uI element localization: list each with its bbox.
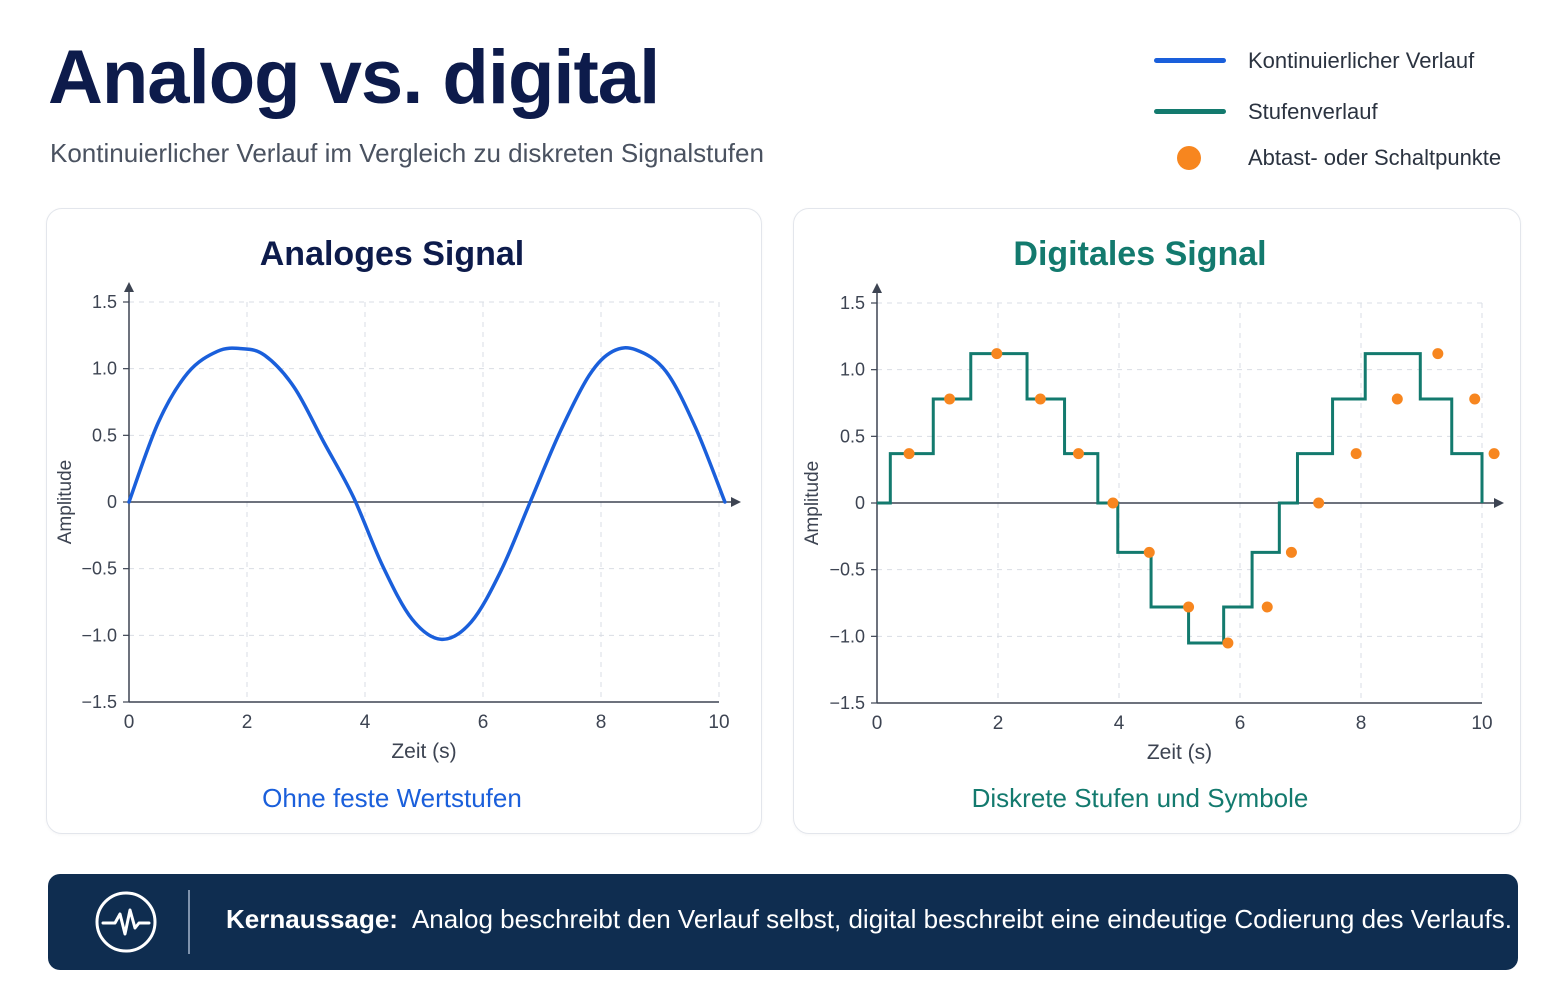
x-tick-label: 10	[1471, 713, 1492, 734]
y-tick-label: 0	[855, 493, 865, 513]
sample-point	[1469, 393, 1481, 405]
x-tick-label: 6	[1235, 713, 1246, 734]
y-tick-label: −1.0	[829, 626, 865, 646]
legend-label-continuous: Kontinuierlicher Verlauf	[1248, 48, 1475, 73]
x-axis-label: Zeit (s)	[391, 740, 456, 763]
sample-point	[1222, 637, 1234, 649]
legend-swatch-blue-line	[1154, 58, 1226, 63]
sample-point	[1261, 601, 1273, 613]
sample-point	[1391, 393, 1403, 405]
y-tick-label: 1.0	[840, 360, 865, 380]
digital-step-line	[877, 352, 1484, 645]
y-tick-label: −1.0	[81, 625, 117, 645]
y-axis-arrow	[124, 282, 134, 292]
y-tick-label: 0	[107, 492, 117, 512]
y-axis-label: Amplitude	[802, 461, 823, 546]
x-tick-label: 8	[596, 712, 607, 733]
y-tick-label: −0.5	[829, 560, 865, 580]
banner-text: Analog beschreibt den Verlauf selbst, di…	[411, 904, 1512, 934]
sample-point	[991, 348, 1003, 360]
y-axis-label: Amplitude	[55, 460, 76, 545]
x-tick-label: 10	[708, 712, 729, 733]
key-message-banner: Kernaussage: Analog beschreibt den Verlau…	[48, 874, 1518, 970]
analog-panel: Analoges Signal 1.5 1.0 0.5 0 −0.5 −1.0 −1.5 0 2 4…	[46, 208, 762, 834]
sample-point	[944, 393, 956, 405]
y-tick-label: −1.5	[81, 692, 117, 712]
legend-item-continuous: Kontinuierlicher Verlauf	[1150, 45, 1550, 75]
x-axis-label: Zeit (s)	[1147, 741, 1212, 764]
legend-item-points: Abtast- oder Schaltpunkte	[1150, 142, 1550, 172]
y-axis-arrow	[872, 283, 882, 293]
y-tick-label: −1.5	[829, 693, 865, 713]
x-tick-label: 6	[478, 712, 489, 733]
legend-label-points: Abtast- oder Schaltpunkte	[1248, 145, 1502, 170]
digital-chart: Digitales Signal 1.5 1.0 0.5 0 −0.5 −1.0 −1.5 0 2…	[802, 235, 1504, 813]
y-tick-label: 1.5	[92, 292, 117, 312]
chart-caption: Diskrete Stufen und Symbole	[972, 783, 1309, 813]
y-tick-label: −0.5	[81, 559, 117, 579]
analog-chart: Analoges Signal 1.5 1.0 0.5 0 −0.5 −1.0 −1.5 0 2 4…	[55, 235, 741, 813]
y-tick-label: 0.5	[92, 425, 117, 445]
sample-point	[1313, 497, 1325, 509]
zero-axis-arrow	[731, 497, 741, 507]
legend-label-step: Stufenverlauf	[1248, 99, 1378, 124]
legend-item-step: Stufenverlauf	[1150, 96, 1550, 126]
legend-swatch-teal-line	[1154, 109, 1226, 114]
banner-divider	[188, 890, 190, 954]
x-tick-label: 8	[1356, 713, 1367, 734]
sample-point	[1072, 448, 1084, 460]
sample-point	[1285, 546, 1297, 558]
sample-point	[1034, 393, 1046, 405]
x-tick-label: 0	[124, 712, 135, 733]
x-tick-label: 0	[872, 713, 883, 734]
banner-label: Kernaussage:	[226, 904, 398, 934]
chart-caption: Ohne feste Wertstufen	[262, 783, 522, 813]
analog-signal-line	[127, 346, 727, 642]
legend-swatch-orange-dot	[1177, 146, 1201, 170]
chart-title: Digitales Signal	[1013, 235, 1266, 273]
sample-point	[1488, 448, 1500, 460]
page-subtitle: Kontinuierlicher Verlauf im Vergleich zu…	[50, 138, 764, 168]
y-tick-label: 1.0	[92, 359, 117, 379]
chart-title: Analoges Signal	[260, 235, 525, 273]
digital-panel: Digitales Signal 1.5 1.0 0.5 0 −0.5 −1.0 −1.5 0 2…	[793, 208, 1521, 834]
y-tick-label: 1.5	[840, 293, 865, 313]
sample-point	[1143, 546, 1155, 558]
page-title: Analog vs. digital	[48, 35, 660, 120]
sample-point	[903, 448, 915, 460]
pulse-icon	[95, 891, 157, 953]
y-tick-label: 0.5	[840, 426, 865, 446]
zero-axis-arrow	[1494, 498, 1504, 508]
x-tick-label: 2	[242, 712, 253, 733]
sample-point	[1350, 448, 1362, 460]
sample-point	[1432, 348, 1444, 360]
sample-point	[1183, 601, 1195, 613]
x-tick-label: 4	[1114, 713, 1125, 734]
banner-text-block: Kernaussage: Analog beschreibt den Verlau…	[226, 904, 1512, 935]
sample-point	[1107, 497, 1119, 509]
x-tick-label: 2	[993, 713, 1004, 734]
x-tick-label: 4	[360, 712, 371, 733]
